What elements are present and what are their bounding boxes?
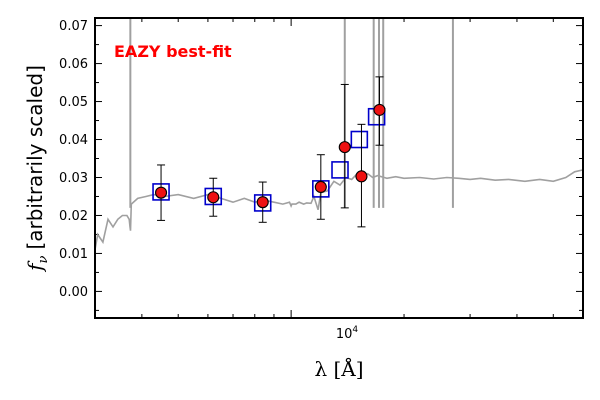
observed-point: [207, 191, 220, 204]
annotation-label: EAZY best-fit: [114, 42, 232, 61]
plot-frame: [94, 17, 584, 319]
observed-point: [355, 170, 368, 183]
y-tick-label: 0.02: [59, 209, 88, 224]
observed-photometry-markers: [154, 103, 386, 209]
observed-point: [314, 180, 327, 194]
y-tick-label: 0.06: [59, 57, 88, 72]
y-tick-label: 0.07: [59, 19, 88, 34]
y-tick-label: 0.00: [59, 285, 88, 300]
axis-ticks: [95, 18, 583, 318]
x-tick-base: 10: [336, 327, 353, 342]
y-tick-label: 0.03: [59, 171, 88, 186]
x-tick-exponent: 4: [352, 325, 358, 335]
y-tick-label: 0.05: [59, 95, 88, 110]
y-axis-text: [arbitrarily scaled]: [23, 65, 47, 249]
x-tick-label: 104: [336, 325, 359, 342]
template-square-marker: [350, 130, 369, 149]
y-tick-labels: 0.00 0.01 0.02 0.03 0.04 0.05 0.06 0.07: [59, 19, 88, 300]
y-tick-label: 0.04: [59, 133, 88, 148]
x-axis-label: λ [Å]: [314, 356, 363, 381]
observed-point: [154, 186, 168, 199]
y-axis-label: fν[arbitrarily scaled]: [23, 65, 51, 273]
observed-point: [373, 103, 386, 116]
observed-point: [256, 196, 269, 209]
template-square-marker: [331, 161, 349, 179]
y-axis-subscript: ν: [36, 255, 51, 263]
y-tick-label: 0.01: [59, 247, 88, 262]
observed-point: [338, 141, 351, 154]
plot-area: [94, 18, 584, 250]
